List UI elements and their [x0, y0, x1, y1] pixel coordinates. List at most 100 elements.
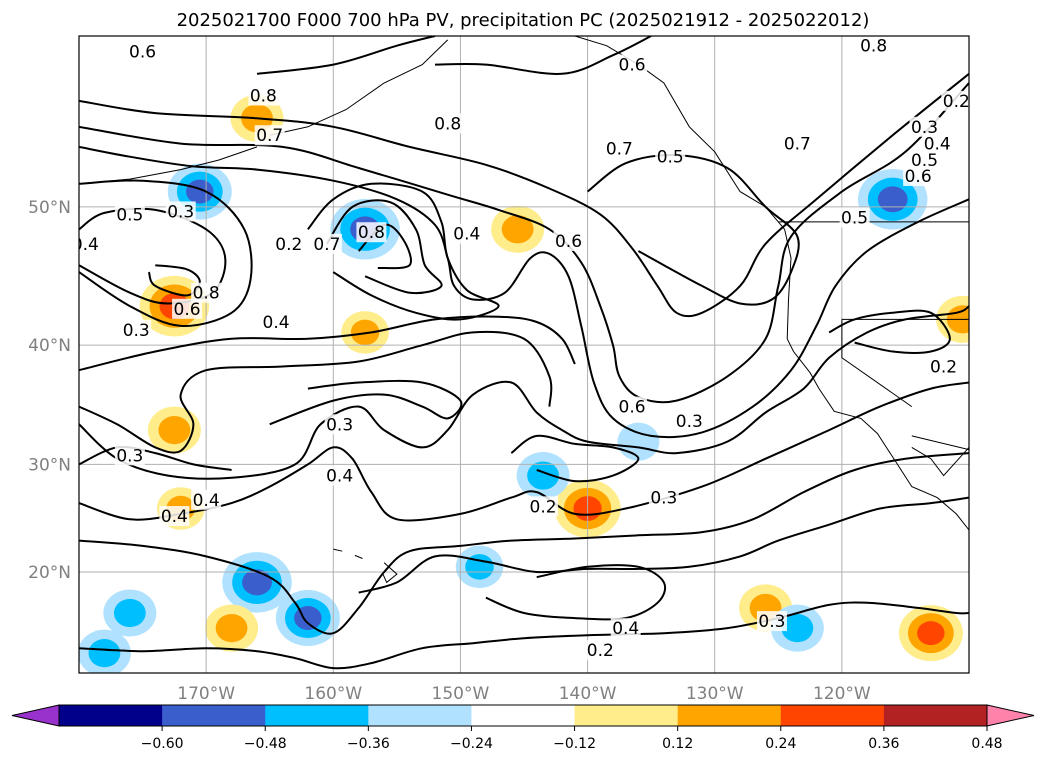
coastline-3	[269, 39, 449, 136]
contour-label-bg	[248, 85, 279, 106]
contour-label-bg	[261, 311, 292, 332]
contour-label-1: 0.8	[250, 87, 277, 107]
coastline-0	[784, 229, 969, 531]
contour-label-bg	[617, 396, 648, 417]
map-frame	[78, 35, 970, 674]
contour-label-5: 0.6	[619, 56, 646, 76]
colorbar-extend-min	[11, 704, 60, 727]
precip-shade-6	[242, 569, 272, 596]
colorbar-tick-label: 0.12	[662, 736, 693, 752]
contour-label-bg	[172, 298, 203, 319]
contour-label-bg	[114, 445, 145, 466]
precip-shade-14	[158, 415, 191, 445]
contour-label-31: 0.3	[116, 446, 143, 466]
contour-label-15: 0.5	[116, 205, 143, 225]
lon-tick-label: 140°W	[559, 684, 617, 704]
pv-contour-16	[485, 564, 667, 621]
contour-label-bg	[191, 489, 222, 510]
contour-label-bg	[928, 356, 959, 377]
colorbar-bin	[574, 705, 679, 726]
contour-label-bg	[909, 149, 940, 170]
coastline-1	[574, 36, 785, 230]
contour-label-bg	[121, 319, 152, 340]
precip-shade-9	[215, 614, 248, 643]
colorbar-tick-label: −0.60	[141, 736, 184, 752]
precip-shade-8	[294, 606, 322, 631]
colorbar-bin	[59, 705, 163, 726]
contour-label-bg	[756, 611, 787, 632]
pv-contour-14	[358, 496, 969, 594]
colorbar-bin	[780, 705, 885, 726]
colorbar-tick-label: 0.36	[868, 736, 899, 752]
precip-shade-20	[88, 639, 121, 668]
colorbar-tick-label: −0.36	[347, 736, 390, 752]
colorbar-extend-max	[986, 704, 1035, 727]
contour-label-4: 0.7	[606, 140, 633, 160]
contour-label-26: 0.4	[263, 313, 290, 333]
lat-tick-label: 40°N	[28, 336, 71, 356]
lon-tick-label: 150°W	[432, 684, 490, 704]
contour-label-bg	[324, 414, 355, 435]
pv-contour-7	[326, 199, 443, 295]
contour-label-bg	[610, 618, 641, 639]
contour-label-bg	[432, 113, 463, 134]
pv-contour-3	[79, 179, 253, 327]
lon-tick-label: 160°W	[304, 684, 362, 704]
contour-label-30: 0.3	[326, 415, 353, 435]
lat-tick-label: 50°N	[28, 198, 71, 218]
contour-label-bg	[451, 223, 482, 244]
contour-label-16: 0.3	[167, 202, 194, 222]
contour-label-bg	[839, 207, 870, 228]
contour-label-bg	[114, 204, 145, 225]
contour-label-6: 0.5	[657, 148, 684, 168]
lon-tick-label: 170°W	[177, 684, 235, 704]
contour-label-0: 0.6	[129, 42, 156, 62]
coastlines	[79, 36, 969, 584]
contour-label-35: 0.2	[530, 497, 557, 517]
coastline-2	[911, 446, 969, 477]
pv-contour-15	[79, 601, 969, 670]
precip-shade-16	[465, 554, 494, 580]
coastline-11	[333, 548, 343, 552]
contour-label-bg	[528, 496, 559, 517]
contour-label-bg	[648, 487, 679, 508]
contour-label-32: 0.4	[326, 467, 353, 487]
pv-contour-13	[79, 452, 969, 635]
colorbar-tick-label: 0.48	[971, 736, 1002, 752]
contour-label-36: 0.3	[650, 489, 677, 509]
coastline-9	[382, 562, 398, 584]
pv-contour-1	[79, 82, 969, 404]
contour-labels: 0.6 0.8 0.7 0.8 0.7 0.6 0.5 0.7 0.8 0.2 0.3 0.4 0.5 0…	[72, 36, 970, 661]
contour-label-bg	[273, 233, 304, 254]
contour-label-18: 0.2	[275, 235, 302, 255]
contour-label-17: 0.4	[72, 235, 99, 255]
contour-label-29: 0.3	[676, 412, 703, 432]
contour-label-39: 0.2	[587, 641, 614, 661]
contour-label-bg	[127, 41, 158, 62]
contour-label-20: 0.8	[358, 223, 385, 243]
contour-label-bg	[617, 54, 648, 75]
contour-label-9: 0.2	[943, 92, 970, 112]
precip-shade-1	[186, 179, 214, 204]
colorbar: −0.60 −0.48 −0.36 −0.24 −0.12 0.12 0.24 0.36 0.4…	[11, 704, 1035, 752]
contour-label-bg	[254, 125, 285, 146]
pv-contour-10	[79, 330, 553, 454]
contour-label-25: 0.3	[123, 321, 150, 341]
contour-label-38: 0.3	[758, 612, 785, 632]
colorbar-bin	[471, 705, 576, 726]
chart-title: 2025021700 F000 700 hPa PV, precipitatio…	[177, 10, 870, 31]
contour-label-3: 0.8	[434, 114, 461, 134]
colorbar-bin	[677, 705, 782, 726]
contour-label-13: 0.6	[905, 167, 932, 187]
precip-shade-4	[501, 215, 534, 244]
colorbar-bin	[883, 705, 988, 726]
contour-label-bg	[191, 282, 222, 303]
pv-contour-19	[269, 379, 463, 426]
colorbar-tick-label: −0.12	[553, 736, 596, 752]
contour-label-11: 0.4	[924, 135, 951, 155]
contour-label-7: 0.7	[784, 135, 811, 155]
contour-label-bg	[553, 230, 584, 251]
colorbar-tick-label: −0.48	[244, 736, 287, 752]
contour-label-bg	[356, 222, 387, 243]
contour-label-2: 0.7	[256, 126, 283, 146]
